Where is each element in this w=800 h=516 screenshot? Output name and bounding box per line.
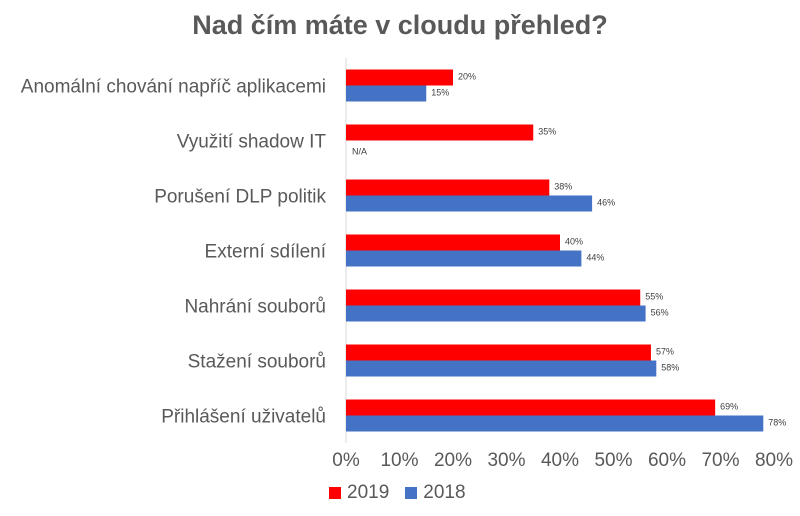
data-label-2019: 69% [720,402,738,412]
bar-2019 [346,399,716,416]
bar-2019 [346,344,651,361]
category-label: Porušení DLP politik [154,187,326,208]
bar-2018 [346,305,646,322]
x-tick-label: 60% [648,450,686,471]
x-tick-label: 0% [332,450,360,471]
data-label-2018: 78% [768,418,786,428]
data-label-2019: 55% [645,292,663,302]
legend-swatch-2018 [405,487,418,499]
x-tick-label: 30% [487,450,525,471]
bar-2018 [346,195,593,212]
legend-label-2018: 2018 [423,482,466,503]
category-label: Anomální chování napříč aplikacemi [21,77,326,98]
bar-2018 [346,85,427,102]
legend-item-2018: 2018 [405,482,466,504]
category-label: Externí sdílení [205,242,327,263]
data-label-2018: 46% [597,198,615,208]
category-label: Nahrání souborů [184,297,326,318]
data-label-2019: 40% [565,237,583,247]
x-tick-label: 80% [755,450,793,471]
bar-2018 [346,250,582,267]
bar-2019 [346,289,641,306]
chart-title: Nad čím máte v cloudu přehled? [192,10,608,40]
data-label-2018: 15% [431,88,449,98]
category-label: Přihlášení uživatelů [161,407,326,428]
bar-2018 [346,415,764,432]
data-label-2019: 35% [538,127,556,137]
bar-2018 [346,360,657,377]
legend-item-2019: 2019 [329,482,389,504]
data-label-2019: 38% [554,182,572,192]
category-label: Stažení souborů [188,352,326,373]
x-tick-label: 20% [434,450,472,471]
bar-2019 [346,179,550,196]
x-tick-label: 40% [541,450,579,471]
data-label-2018: N/A [352,147,367,157]
bar-2019 [346,234,560,251]
bar-2019 [346,124,534,141]
data-label-2019: 57% [656,347,674,357]
data-label-2018: 56% [651,308,669,318]
category-label: Využití shadow IT [177,132,327,153]
data-label-2018: 58% [661,363,679,373]
x-tick-label: 50% [594,450,632,471]
x-tick-label: 10% [380,450,418,471]
data-label-2018: 44% [586,253,604,263]
bar-2019 [346,69,453,86]
x-tick-label: 70% [701,450,739,471]
legend-swatch-2019 [329,487,341,499]
data-label-2019: 20% [458,72,476,82]
legend: 2019 2018 [329,482,476,504]
legend-label-2019: 2019 [347,482,390,503]
